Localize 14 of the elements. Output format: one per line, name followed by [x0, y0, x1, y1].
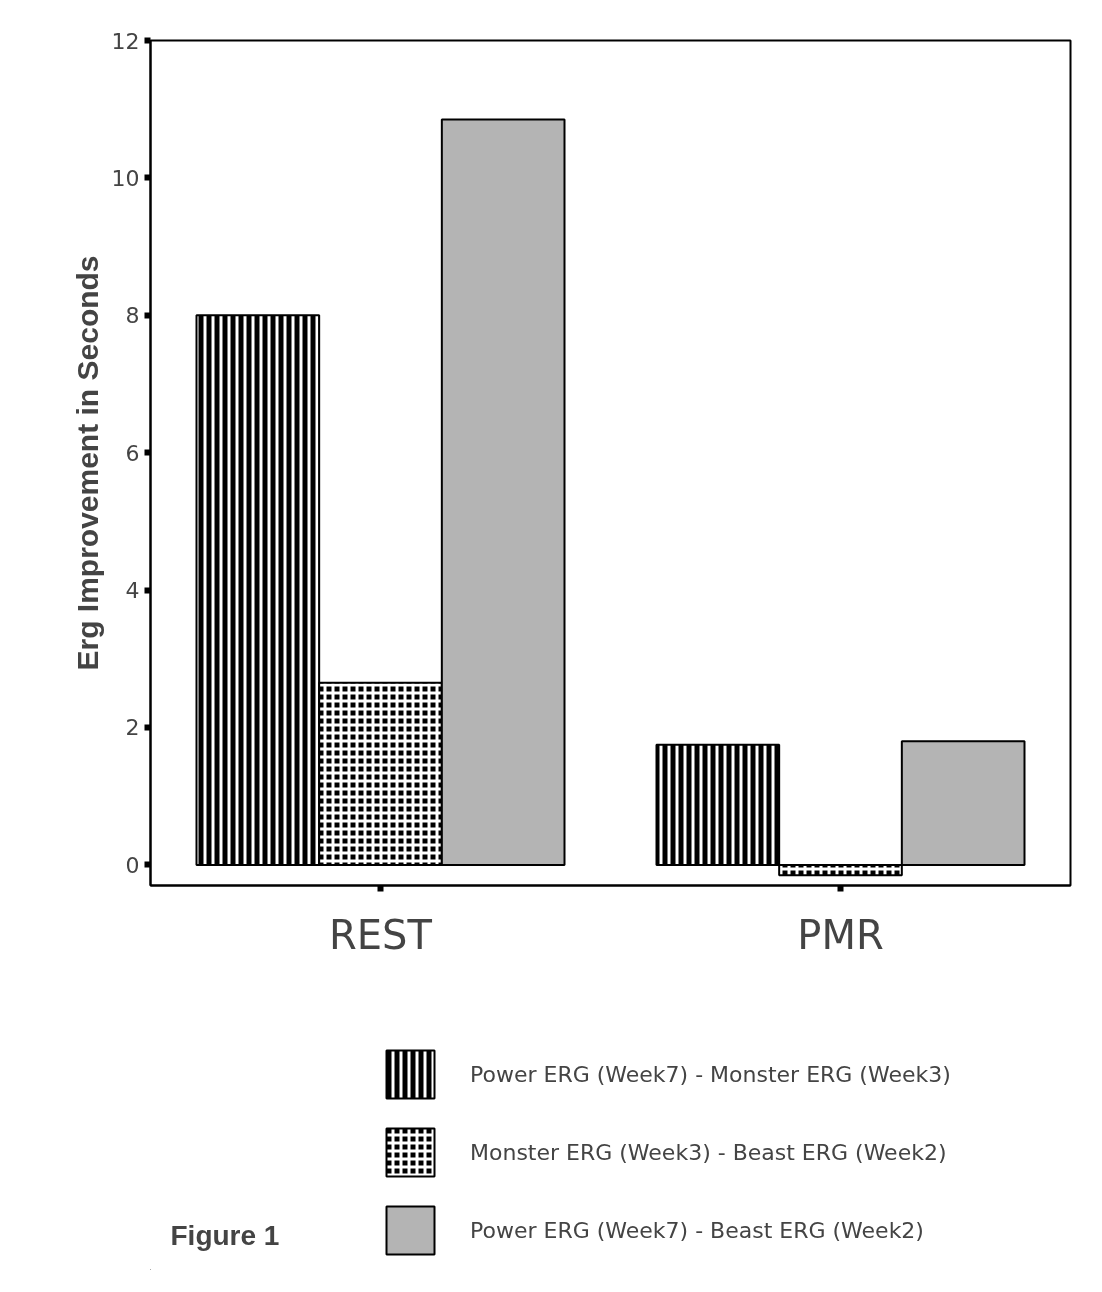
legend-label: Power ERG (Week7) - Monster ERG (Week3)	[470, 1061, 951, 1087]
legend-label: Power ERG (Week7) - Beast ERG (Week2)	[470, 1217, 924, 1243]
legend-label: Monster ERG (Week3) - Beast ERG (Week2)	[470, 1139, 947, 1165]
x-tick-label: REST	[329, 911, 433, 958]
y-tick-label: 2	[125, 715, 140, 741]
y-tick-label: 10	[111, 165, 140, 191]
y-tick-label: 4	[125, 578, 140, 604]
y-tick-label: 6	[125, 440, 140, 466]
y-tick-label: 8	[125, 303, 140, 329]
y-tick-label: 12	[111, 28, 140, 54]
x-tick-label: PMR	[797, 911, 884, 958]
y-axis-title: Erg Improvement in Seconds	[70, 255, 104, 671]
caption: Figure 1	[170, 1219, 280, 1251]
y-tick-label: 0	[125, 852, 140, 878]
